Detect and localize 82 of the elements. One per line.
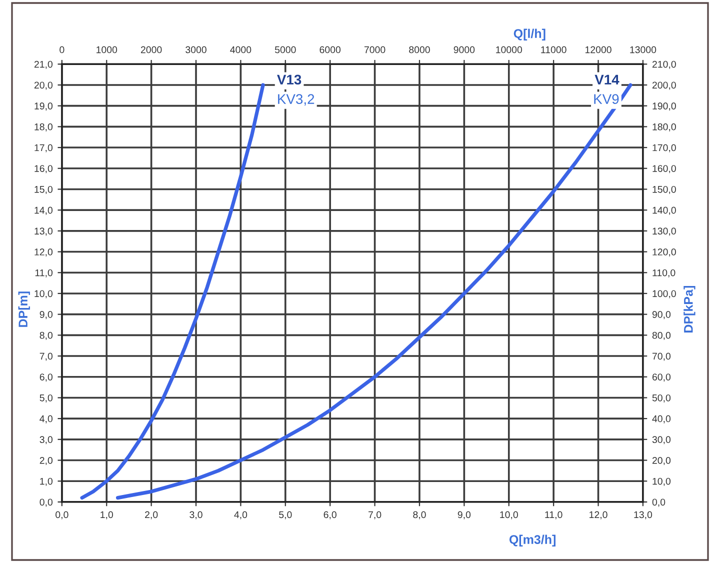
y-tick-label: 9,0 [40,311,53,320]
x2-tick-label: 1000 [96,46,118,54]
x2-tick-label: 4000 [230,46,252,54]
x-tick-label: 9,0 [458,511,471,520]
x2-tick-label: 10000 [496,46,522,54]
y-tick-label: 12,0 [34,248,53,257]
y2-tick-label: 120,0 [652,248,676,257]
y2-tick-label: 100,0 [652,290,676,298]
y2-tick-label: 70,0 [652,352,671,361]
x2-tick-label: 2000 [140,46,162,54]
y-tick-label: 16,0 [34,165,53,174]
y2-tick-label: 30,0 [652,436,671,444]
y2-tick-label: 20,0 [652,457,671,466]
y2-tick-label: 110,0 [652,269,676,278]
y2-tick-label: 140,0 [652,206,676,215]
y-tick-label: 3,0 [40,436,53,444]
x-tick-label: 2,0 [145,511,158,520]
x2-tick-label: 0 [60,46,64,54]
y2-tick-label: 190,0 [652,102,676,111]
y-tick-label: 13,0 [34,228,53,236]
y-tick-label: 6,0 [40,374,53,382]
x-tick-label: 4,0 [234,511,248,520]
x-tick-label: 12,0 [590,511,608,520]
x2-tick-label: 11000 [541,46,566,54]
y-tick-label: 15,0 [34,186,53,194]
annotation: KV9 [594,94,619,104]
y-axis-title: DP[m] [18,292,30,327]
x-tick-label: 7,0 [368,511,382,520]
x2-tick-label: 3000 [186,46,206,54]
y-tick-label: 8,0 [40,332,53,340]
x2-tick-label: 7000 [364,46,386,54]
y2-tick-label: 50,0 [652,394,671,402]
y-tick-label: 14,0 [34,206,53,215]
y-tick-label: 21,0 [34,60,53,69]
y2-tick-label: 150,0 [652,186,676,194]
x2-axis-title: Q[l/h] [514,28,546,40]
y2-tick-label: 80,0 [652,332,671,340]
y2-tick-label: 90,0 [652,311,671,320]
y-tick-label: 0,0 [40,498,53,507]
y2-tick-label: 170,0 [652,144,676,152]
x2-tick-label: 8000 [409,46,430,54]
x-tick-label: 5,0 [279,511,292,520]
x-tick-label: 13,0 [634,511,652,520]
x2-tick-label: 9000 [454,46,475,54]
y-tick-label: 18,0 [34,123,53,132]
y-tick-label: 17,0 [34,144,53,152]
x-tick-label: 1,0 [100,511,113,520]
y2-tick-label: 10,0 [652,478,671,486]
y2-tick-label: 130,0 [652,228,676,236]
y-tick-label: 1,0 [40,478,53,486]
y2-tick-label: 200,0 [652,82,676,90]
y-tick-label: 4,0 [40,415,53,424]
y-tick-label: 7,0 [40,352,53,361]
y2-tick-label: 160,0 [652,165,676,174]
x2-tick-label: 5000 [274,46,296,54]
y2-tick-label: 0,0 [652,498,666,507]
x-tick-label: 6,0 [324,511,336,520]
x-tick-label: 0,0 [56,511,68,520]
x-tick-label: 10,0 [500,511,518,520]
x2-tick-label: 6000 [320,46,341,54]
y-tick-label: 20,0 [34,82,53,90]
x-tick-label: 11,0 [545,511,562,520]
y-tick-label: 2,0 [40,457,53,466]
x2-tick-label: 12000 [585,46,612,54]
y-tick-label: 11,0 [35,269,53,278]
line-series [116,83,632,500]
y2-axis-title: DP[kPa] [684,286,696,332]
x-tick-label: 3,0 [190,511,202,520]
y-tick-label: 19,0 [34,102,53,111]
x-axis-title: Q[m3/h] [509,534,556,546]
y2-tick-label: 210,0 [652,60,676,69]
y2-tick-label: 180,0 [652,123,676,132]
annotation: KV3,2 [278,94,314,106]
series-label: V14 [594,74,620,84]
x-tick-label: 8,0 [413,511,426,520]
y-tick-label: 5,0 [40,394,53,402]
y2-tick-label: 60,0 [652,374,671,382]
series-label: V13 [277,74,302,85]
line-series [80,83,265,500]
x2-tick-label: 13000 [630,46,656,54]
y2-tick-label: 40,0 [652,415,671,424]
y-tick-label: 10,0 [34,290,53,298]
